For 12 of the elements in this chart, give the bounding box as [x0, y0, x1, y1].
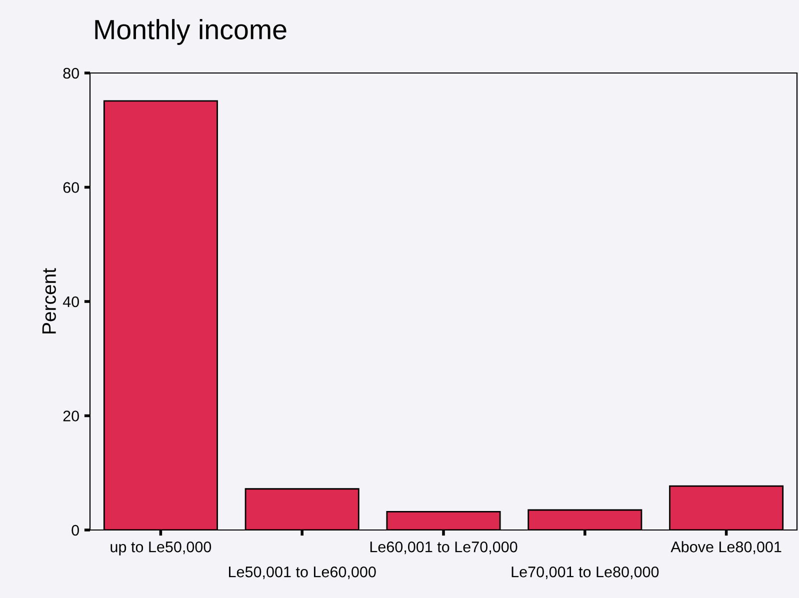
x-tick-label: Le70,001 to Le80,000: [512, 566, 659, 580]
chart-title: Monthly income: [95, 19, 286, 45]
y-axis-title: Percent: [42, 268, 56, 334]
y-tick-label: 60: [63, 182, 79, 193]
x-tick-label: up to Le50,000: [110, 542, 212, 556]
x-tick-label: Le60,001 to Le70,000: [370, 542, 518, 554]
x-tick-label: Above Le80,001: [670, 541, 782, 554]
y-tick-label: 40: [62, 296, 79, 308]
y-tick-label: 20: [63, 410, 79, 422]
x-tick-label: Le50,001 to Le60,000: [229, 566, 376, 580]
y-tick-label: 80: [63, 68, 79, 79]
y-tick-label: 0: [72, 524, 79, 536]
